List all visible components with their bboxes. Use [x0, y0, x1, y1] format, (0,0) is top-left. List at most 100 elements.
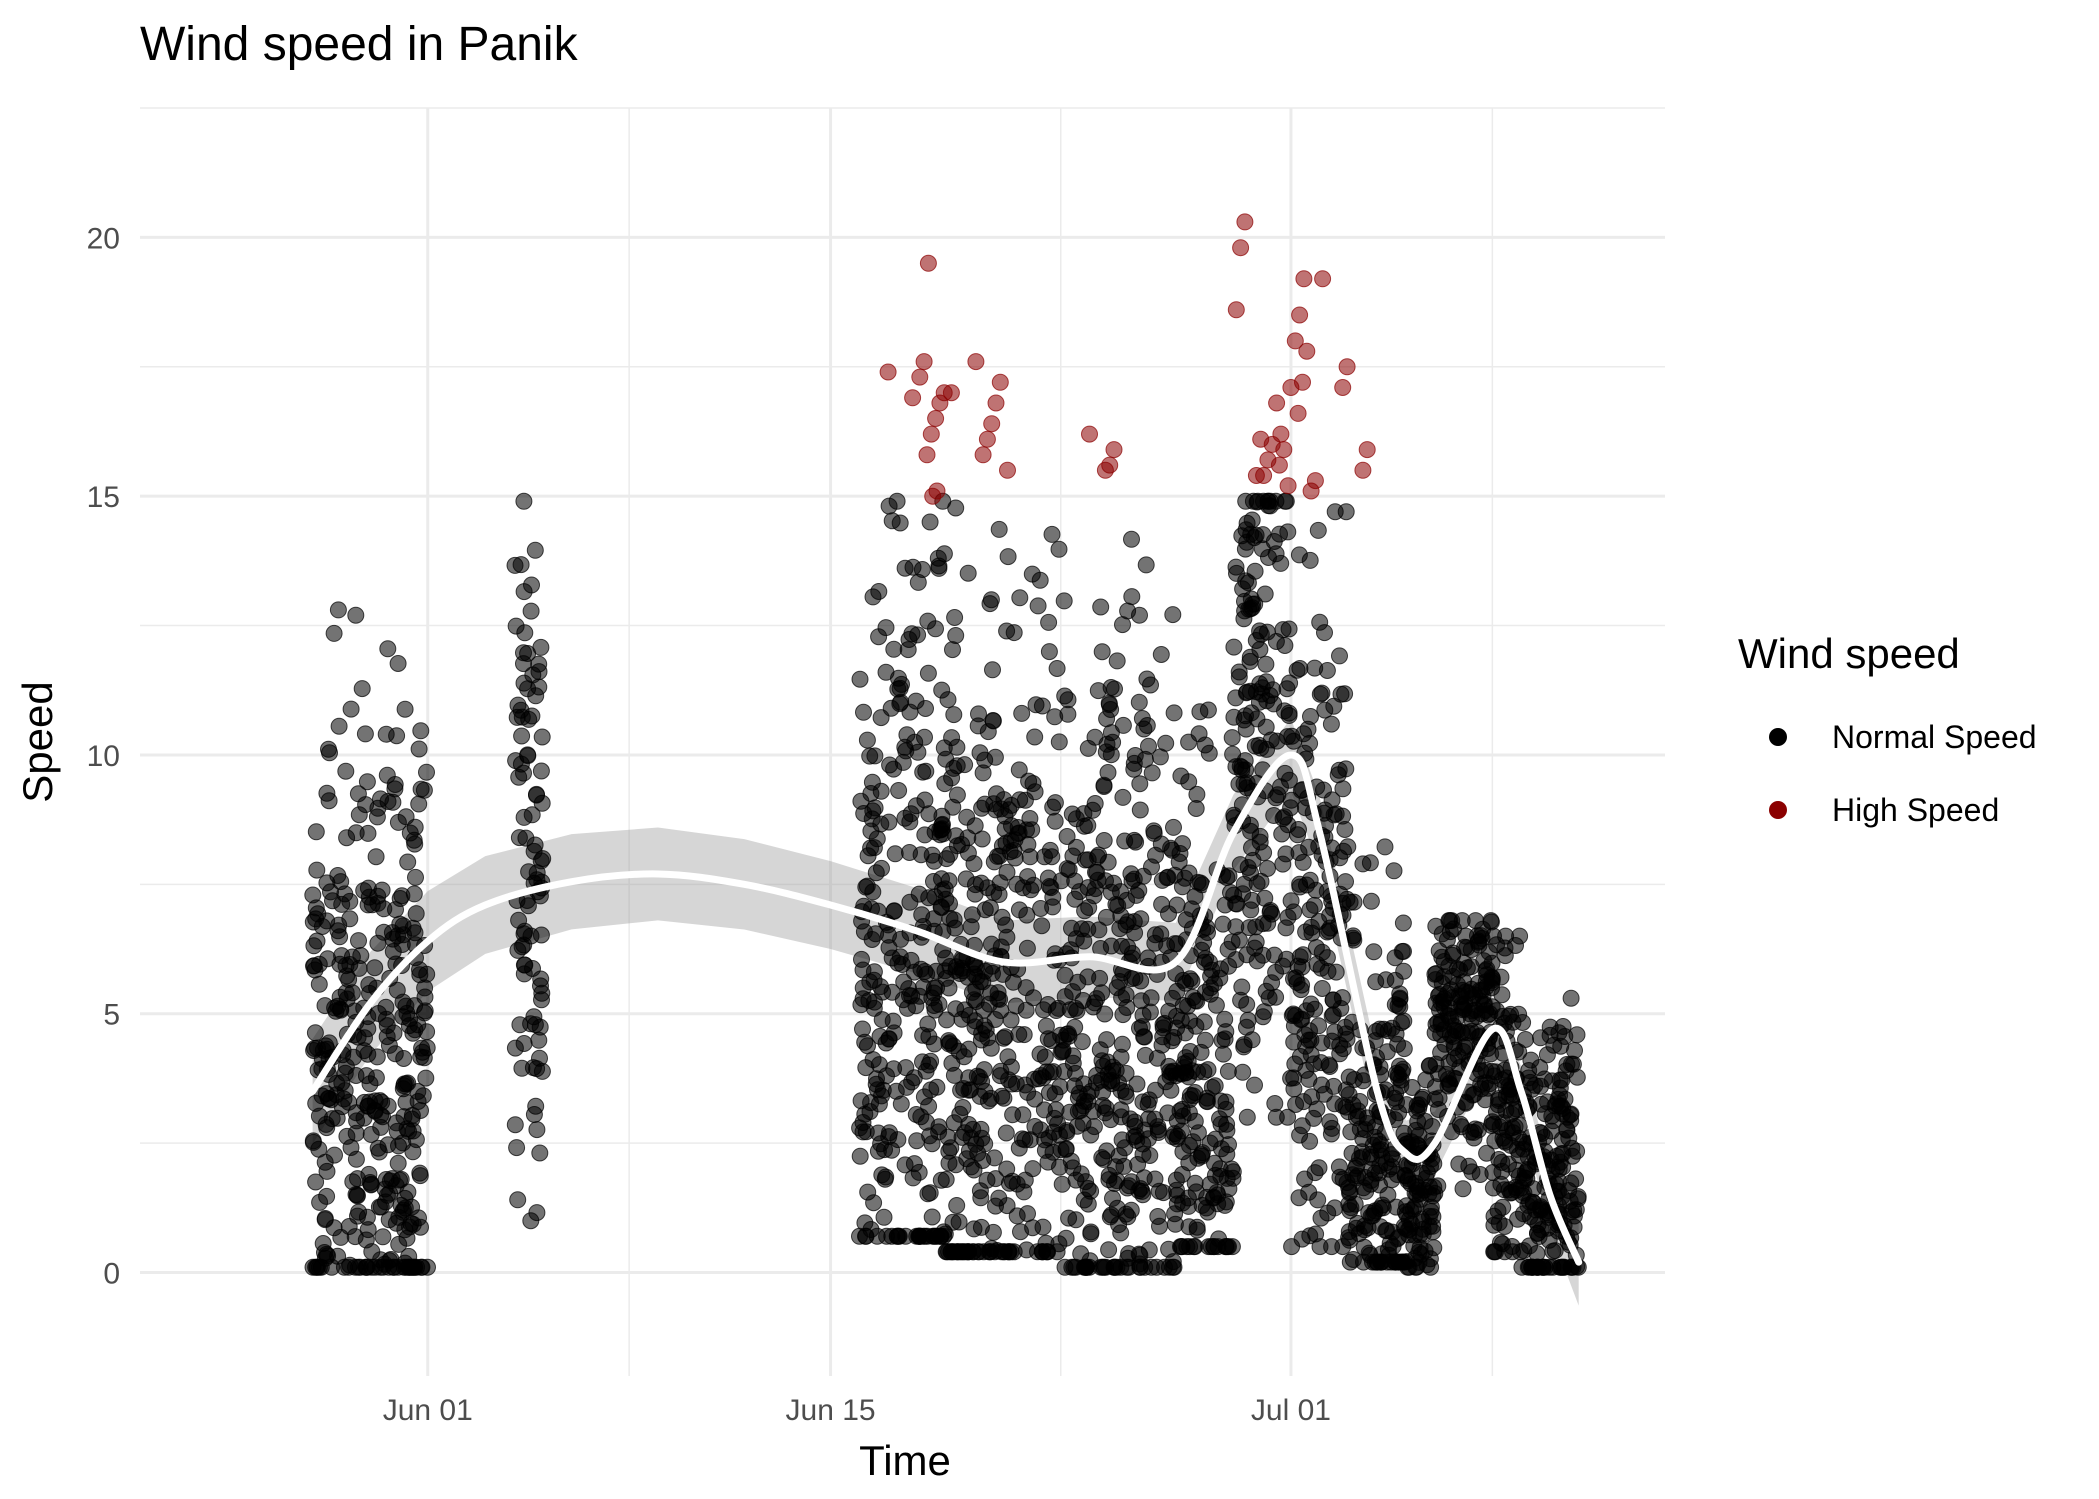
point-normal [307, 910, 325, 928]
point-normal [1142, 676, 1159, 694]
point-normal [1231, 757, 1249, 775]
point-normal [947, 962, 965, 979]
point-normal [332, 1001, 350, 1019]
point-normal [872, 782, 890, 800]
point-normal [1115, 1157, 1133, 1175]
point-normal [1100, 1241, 1118, 1259]
point-normal [919, 664, 937, 682]
point-normal [325, 624, 343, 642]
point-normal [337, 762, 355, 780]
point-normal [1127, 833, 1145, 851]
point-high [1294, 373, 1311, 391]
point-normal [965, 1161, 983, 1179]
point-normal [1191, 703, 1209, 721]
point-normal [1026, 728, 1044, 746]
point-normal [1032, 1121, 1050, 1139]
point-normal [304, 1133, 322, 1151]
point-normal [1201, 1175, 1219, 1193]
point-normal [1355, 1238, 1373, 1256]
point-normal [981, 899, 999, 917]
point-high [1081, 425, 1098, 443]
point-normal [1050, 733, 1068, 751]
point-normal [1285, 732, 1303, 750]
point-normal [1441, 923, 1459, 941]
point-normal [1157, 734, 1175, 752]
point-normal [1168, 896, 1186, 914]
point-high [1298, 342, 1316, 360]
point-normal [1146, 926, 1164, 944]
point-normal [417, 1069, 435, 1087]
point-normal [1514, 1014, 1532, 1031]
point-normal [1306, 659, 1324, 677]
point-normal [522, 602, 540, 620]
point-normal [530, 678, 548, 696]
point-normal [1216, 1196, 1234, 1214]
point-normal [867, 864, 885, 882]
point-normal [1385, 862, 1403, 880]
x-axis-title: Time [859, 1437, 951, 1484]
point-normal [1060, 1209, 1078, 1227]
point-normal [1291, 948, 1309, 966]
point-normal [1100, 696, 1118, 714]
point-normal [901, 703, 919, 721]
point-high [978, 430, 996, 448]
point-normal [939, 691, 957, 709]
point-normal [516, 922, 534, 940]
point-normal [1568, 1142, 1586, 1160]
point-normal [1274, 621, 1292, 639]
point-normal [405, 885, 423, 903]
point-normal [350, 932, 367, 950]
point-normal [1288, 661, 1306, 679]
point-normal [412, 1048, 430, 1066]
point-normal [1492, 968, 1510, 986]
point-normal [854, 979, 872, 997]
point-normal [389, 1154, 407, 1172]
point-normal [990, 520, 1008, 538]
point-high [927, 410, 945, 427]
point-normal [406, 818, 424, 836]
point-normal [1246, 737, 1264, 755]
point-normal [1219, 1062, 1237, 1080]
point-normal [530, 655, 548, 673]
point-normal [1069, 973, 1087, 991]
point-normal [935, 1227, 953, 1245]
point-normal [1450, 987, 1468, 1005]
point-normal [917, 700, 934, 717]
point-normal [316, 997, 334, 1015]
point-high [974, 446, 992, 464]
point-normal [937, 1171, 955, 1188]
point-normal [903, 987, 921, 1005]
point-normal [1234, 1063, 1252, 1081]
point-normal [1186, 1112, 1204, 1130]
point-normal [972, 1218, 990, 1236]
point-normal [1274, 810, 1292, 827]
point-normal [1293, 976, 1311, 994]
x-tick-label: Jun 15 [786, 1394, 876, 1427]
point-normal [1257, 718, 1275, 736]
point-normal [390, 1235, 408, 1253]
point-normal [507, 752, 525, 770]
point-normal [362, 1126, 380, 1143]
point-normal [1073, 920, 1091, 938]
point-normal [919, 1015, 937, 1033]
point-normal [395, 1075, 413, 1093]
point-normal [1011, 589, 1029, 607]
point-normal [1102, 1111, 1120, 1129]
point-normal [389, 927, 407, 945]
point-normal [1568, 1026, 1586, 1044]
point-normal [1532, 1029, 1549, 1047]
point-normal [950, 1213, 968, 1231]
point-normal [1057, 1140, 1075, 1158]
point-high [1286, 332, 1304, 350]
point-normal [988, 785, 1005, 803]
point-normal [880, 497, 898, 515]
point-normal [1241, 648, 1259, 666]
point-high [1105, 441, 1123, 459]
point-normal [1110, 1216, 1128, 1234]
point-normal [979, 1029, 997, 1047]
point-normal [982, 935, 1000, 953]
point-high [991, 373, 1009, 391]
point-high [999, 461, 1016, 479]
point-normal [1123, 588, 1141, 606]
smooth-line [309, 751, 1583, 1266]
